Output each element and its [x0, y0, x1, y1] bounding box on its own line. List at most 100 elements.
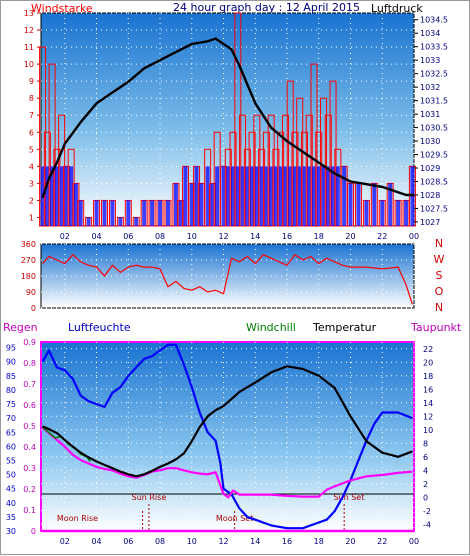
pressure-tick-label: 1028 — [420, 191, 440, 200]
wind-average-bar — [307, 166, 312, 226]
wind-average-bar — [64, 166, 69, 226]
wind-average-bar — [264, 166, 269, 226]
pressure-tick-label: 1034.5 — [420, 16, 448, 25]
wind-average-bar — [150, 200, 155, 226]
wind-direction-line — [42, 253, 413, 305]
compass-label: N — [435, 237, 443, 250]
legend-dewpoint: Taupunkt — [410, 321, 462, 334]
wind-average-bar — [278, 166, 283, 226]
hour-tick-label: 06 — [123, 232, 133, 241]
temperature-tick-label: 4 — [423, 466, 428, 475]
direction-tick-label: 360 — [21, 240, 36, 249]
humidity-tick-label: 30 — [6, 527, 16, 536]
compass-label: W — [434, 253, 445, 266]
sun-moon-label: Sun Rise — [132, 493, 167, 502]
temperature-tick-label: 6 — [423, 453, 428, 462]
wind-average-bar — [73, 183, 78, 226]
hour-tick-label: 12 — [218, 537, 228, 546]
direction-tick-label: 180 — [21, 272, 36, 281]
hour-tick-label: 10 — [187, 232, 197, 241]
humidity-tick-label: 95 — [6, 344, 16, 353]
legend-temperature: Temperatur — [312, 321, 377, 334]
rain-tick-label: 0.1 — [23, 506, 36, 515]
rain-tick-label: 0.6 — [23, 401, 36, 410]
wind-tick-label: 4 — [29, 162, 34, 171]
hour-tick-label: 22 — [377, 232, 387, 241]
hour-tick-label: 14 — [250, 232, 260, 241]
humidity-axis-title: Luftfeuchte — [68, 321, 131, 334]
direction-tick-label: 0 — [31, 304, 36, 313]
hour-tick-label: 04 — [91, 537, 101, 546]
wind-average-bar — [142, 200, 147, 226]
wind-average-bar — [226, 166, 231, 226]
wind-average-bar — [254, 166, 259, 226]
pressure-tick-label: 1034 — [420, 29, 440, 38]
wind-average-bar — [110, 200, 115, 226]
pressure-tick-label: 1032 — [420, 83, 440, 92]
hour-tick-label: 16 — [282, 232, 292, 241]
wind-average-bar — [316, 166, 321, 226]
wind-average-bar — [231, 166, 236, 226]
wind-average-bar — [189, 183, 194, 226]
chart-title: 24 hour graph day : 12 April 2015 — [173, 1, 360, 14]
hour-tick-label: 16 — [282, 537, 292, 546]
rain-tick-label: 0 — [31, 527, 36, 536]
pressure-tick-label: 1030 — [420, 137, 440, 146]
wind-average-bar — [342, 166, 347, 226]
wind-average-bar — [102, 200, 107, 226]
humidity-tick-label: 70 — [6, 414, 16, 423]
wind-average-bar — [210, 183, 215, 226]
wind-average-bar — [194, 166, 199, 226]
wind-tick-label: 7 — [29, 111, 34, 120]
wind-average-bar — [356, 183, 361, 226]
wind-tick-label: 9 — [29, 77, 34, 86]
sun-moon-label: Sun Set — [333, 493, 364, 502]
wind-average-bar — [59, 166, 64, 226]
temperature-tick-label: 18 — [423, 372, 433, 381]
wind-tick-label: 12 — [24, 26, 34, 35]
legend-windchill: Windchill — [246, 321, 296, 334]
wind-average-bar — [69, 166, 74, 226]
humidity-tick-label: 80 — [6, 386, 16, 395]
wind-axis-title: Windstarke — [31, 2, 93, 15]
dewpoint-line — [41, 426, 413, 499]
compass-label: S — [436, 269, 443, 282]
wind-average-bar — [292, 166, 297, 226]
wind-average-bar — [273, 166, 278, 226]
wind-average-bar — [221, 166, 226, 226]
wind-average-bar — [331, 166, 336, 226]
pressure-tick-label: 1030.5 — [420, 124, 448, 133]
pressure-tick-label: 1029 — [420, 164, 440, 173]
wind-tick-label: 3 — [29, 179, 34, 188]
pressure-tick-label: 1027.5 — [420, 204, 448, 213]
humidity-tick-label: 40 — [6, 499, 16, 508]
humidity-tick-label: 75 — [6, 400, 16, 409]
wind-average-bar — [388, 183, 393, 226]
wind-average-bar — [288, 166, 293, 226]
wind-average-bar — [380, 200, 385, 226]
wind-average-bar — [283, 166, 288, 226]
humidity-tick-label: 55 — [6, 456, 16, 465]
hour-tick-label: 00 — [409, 537, 419, 546]
humidity-tick-label: 85 — [6, 372, 16, 381]
wind-average-bar — [86, 217, 91, 226]
pressure-tick-label: 1032.5 — [420, 70, 448, 79]
wind-average-bar — [269, 166, 274, 226]
temperature-tick-label: 14 — [423, 399, 433, 408]
wind-average-bar — [199, 183, 204, 226]
wind-average-bar — [312, 166, 317, 226]
hour-tick-label: 20 — [345, 232, 355, 241]
wind-average-bar — [165, 200, 170, 226]
hour-tick-label: 22 — [377, 537, 387, 546]
compass-label: O — [435, 285, 444, 298]
sun-moon-label: Moon Set — [216, 514, 253, 523]
wind-average-bar — [54, 166, 59, 226]
hour-tick-label: 10 — [187, 537, 197, 546]
hour-tick-label: 20 — [345, 537, 355, 546]
temperature-tick-label: 16 — [423, 385, 433, 394]
hour-tick-label: 08 — [155, 537, 165, 546]
rain-tick-label: 0.2 — [23, 485, 36, 494]
temperature-humidity-plot-area — [40, 341, 415, 532]
